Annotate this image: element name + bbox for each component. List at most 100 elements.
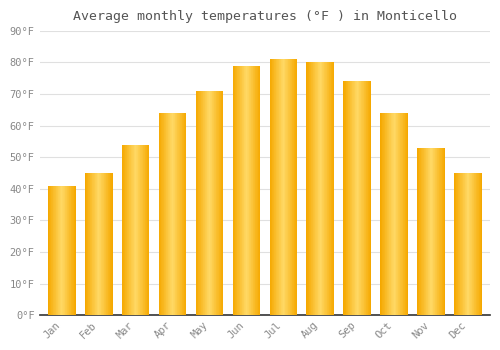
Bar	[402, 113, 403, 315]
Bar	[394, 113, 395, 315]
Bar	[276, 59, 277, 315]
Bar	[471, 173, 472, 315]
Bar	[475, 173, 476, 315]
Bar	[324, 62, 325, 315]
Bar	[349, 81, 350, 315]
Bar	[384, 113, 385, 315]
Bar	[63, 186, 64, 315]
Bar	[285, 59, 286, 315]
Bar	[385, 113, 386, 315]
Bar	[73, 186, 74, 315]
Bar	[396, 113, 397, 315]
Bar	[135, 145, 136, 315]
Bar	[111, 173, 112, 315]
Bar	[198, 91, 199, 315]
Bar	[288, 59, 289, 315]
Bar	[48, 186, 50, 315]
Bar	[68, 186, 70, 315]
Bar	[96, 173, 98, 315]
Bar	[326, 62, 328, 315]
Bar	[211, 91, 212, 315]
Bar	[360, 81, 362, 315]
Bar	[210, 91, 211, 315]
Bar	[353, 81, 354, 315]
Bar	[454, 173, 455, 315]
Bar	[391, 113, 392, 315]
Bar	[181, 113, 182, 315]
Bar	[427, 148, 428, 315]
Bar	[91, 173, 92, 315]
Bar	[176, 113, 178, 315]
Bar	[316, 62, 317, 315]
Bar	[426, 148, 427, 315]
Bar	[122, 145, 123, 315]
Bar	[259, 65, 260, 315]
Bar	[344, 81, 345, 315]
Bar	[142, 145, 144, 315]
Bar	[50, 186, 51, 315]
Bar	[345, 81, 346, 315]
Bar	[133, 145, 134, 315]
Bar	[90, 173, 91, 315]
Bar	[57, 186, 58, 315]
Bar	[55, 186, 56, 315]
Bar	[472, 173, 473, 315]
Bar	[71, 186, 72, 315]
Bar	[109, 173, 110, 315]
Bar	[406, 113, 408, 315]
Bar	[64, 186, 65, 315]
Bar	[308, 62, 310, 315]
Bar	[332, 62, 333, 315]
Bar	[325, 62, 326, 315]
Bar	[423, 148, 424, 315]
Bar	[89, 173, 90, 315]
Bar	[306, 62, 307, 315]
Bar	[170, 113, 171, 315]
Bar	[470, 173, 471, 315]
Bar	[131, 145, 132, 315]
Bar	[429, 148, 430, 315]
Bar	[430, 148, 431, 315]
Bar	[169, 113, 170, 315]
Bar	[163, 113, 164, 315]
Bar	[356, 81, 358, 315]
Bar	[160, 113, 161, 315]
Bar	[366, 81, 367, 315]
Bar	[282, 59, 284, 315]
Bar	[368, 81, 369, 315]
Bar	[165, 113, 166, 315]
Bar	[214, 91, 215, 315]
Bar	[292, 59, 293, 315]
Bar	[473, 173, 474, 315]
Bar	[275, 59, 276, 315]
Bar	[286, 59, 287, 315]
Bar	[217, 91, 218, 315]
Bar	[428, 148, 429, 315]
Bar	[319, 62, 320, 315]
Bar	[132, 145, 133, 315]
Bar	[392, 113, 393, 315]
Bar	[320, 62, 321, 315]
Bar	[362, 81, 363, 315]
Bar	[249, 65, 250, 315]
Bar	[312, 62, 314, 315]
Bar	[197, 91, 198, 315]
Bar	[232, 65, 234, 315]
Bar	[222, 91, 224, 315]
Bar	[460, 173, 461, 315]
Bar	[208, 91, 209, 315]
Bar	[110, 173, 111, 315]
Bar	[241, 65, 242, 315]
Bar	[92, 173, 93, 315]
Bar	[201, 91, 202, 315]
Bar	[85, 173, 86, 315]
Bar	[59, 186, 60, 315]
Bar	[213, 91, 214, 315]
Bar	[239, 65, 240, 315]
Bar	[254, 65, 255, 315]
Bar	[244, 65, 245, 315]
Bar	[202, 91, 203, 315]
Bar	[289, 59, 290, 315]
Bar	[401, 113, 402, 315]
Bar	[100, 173, 101, 315]
